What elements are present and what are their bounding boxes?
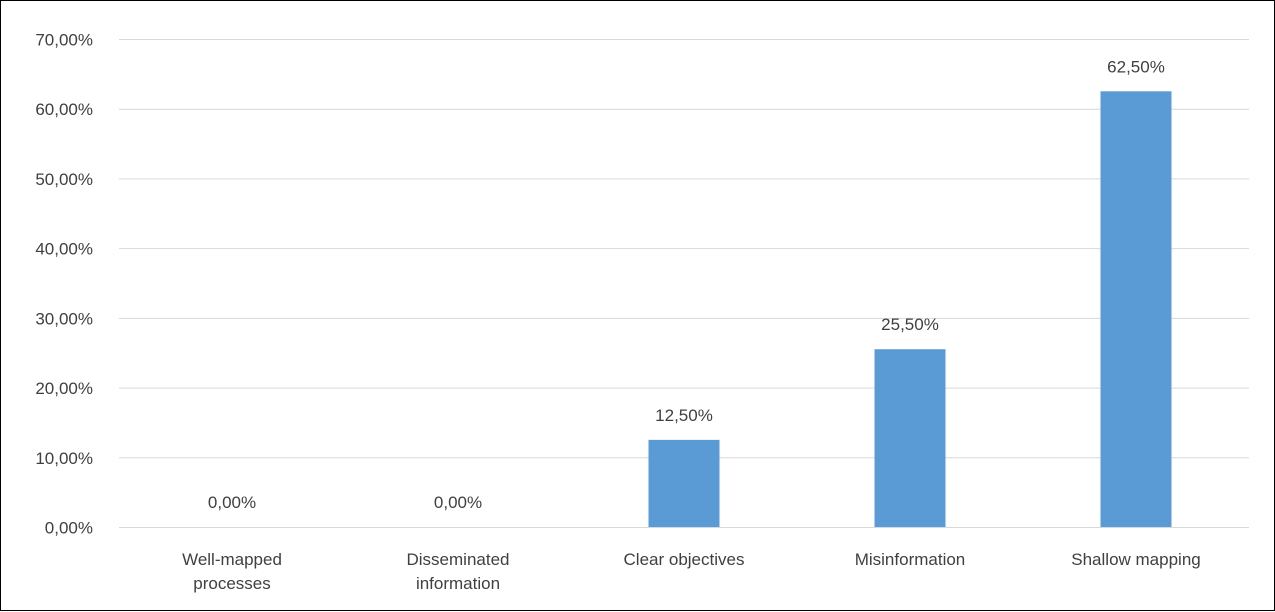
data-label: 0,00% (208, 493, 256, 512)
category-label: Shallow mapping (1071, 550, 1200, 569)
data-label: 12,50% (655, 406, 713, 425)
category-label: processes (193, 574, 270, 593)
y-tick-label: 30,00% (35, 309, 93, 328)
data-label: 25,50% (881, 315, 939, 334)
y-tick-label: 10,00% (35, 449, 93, 468)
category-label: Disseminated (407, 550, 510, 569)
category-label: information (416, 574, 500, 593)
y-tick-label: 0,00% (45, 519, 93, 538)
y-tick-label: 20,00% (35, 379, 93, 398)
bar (874, 349, 946, 527)
bar (648, 439, 720, 527)
data-label: 0,00% (434, 493, 482, 512)
category-label: Misinformation (855, 550, 966, 569)
y-tick-label: 60,00% (35, 100, 93, 119)
category-label: Well-mapped (182, 550, 282, 569)
data-label: 62,50% (1107, 57, 1165, 76)
category-label: Clear objectives (624, 550, 745, 569)
bar (1100, 91, 1172, 528)
y-tick-label: 70,00% (35, 31, 93, 50)
y-tick-label: 40,00% (35, 240, 93, 259)
y-tick-label: 50,00% (35, 170, 93, 189)
